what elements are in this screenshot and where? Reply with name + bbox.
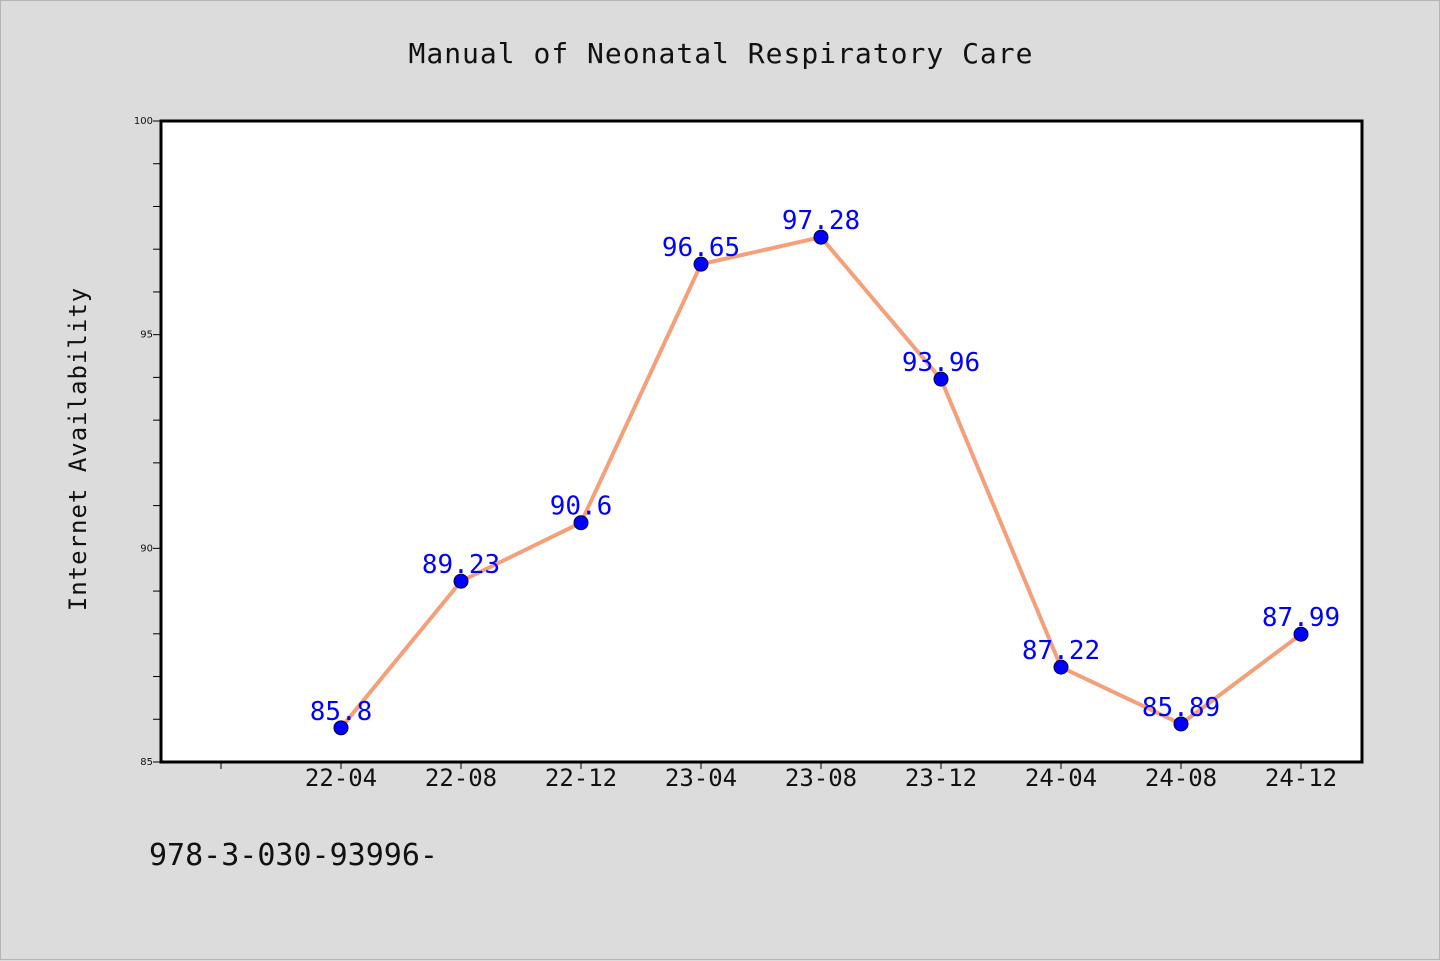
- data-point-marker: [1173, 716, 1189, 732]
- plot-area: [159, 119, 1364, 764]
- data-point-marker: [813, 229, 829, 245]
- x-tick-label: 24-08: [1145, 764, 1217, 792]
- x-tick-label: 23-04: [665, 764, 737, 792]
- chart-title: Manual of Neonatal Respiratory Care: [408, 37, 1033, 70]
- data-point-marker: [693, 256, 709, 272]
- y-axis-label: Internet Availability: [64, 287, 92, 611]
- data-point-marker: [1293, 626, 1309, 642]
- data-point-marker: [1053, 659, 1069, 675]
- data-point-marker: [453, 573, 469, 589]
- x-tick-label: 22-04: [305, 764, 377, 792]
- y-tick-label: 85: [140, 757, 153, 768]
- y-tick-label: 90: [140, 543, 153, 554]
- x-tick-label: 23-12: [905, 764, 977, 792]
- data-point-marker: [333, 720, 349, 736]
- footer-isbn-text: 978-3-030-93996-: [149, 838, 438, 873]
- x-tick-label: 24-04: [1025, 764, 1097, 792]
- y-axis: 85 90 95 100: [134, 116, 160, 768]
- x-tick-label: 22-12: [545, 764, 617, 792]
- data-point-marker: [573, 515, 589, 531]
- x-tick-label: 22-08: [425, 764, 497, 792]
- x-tick-label: 23-08: [785, 764, 857, 792]
- data-point-marker: [933, 371, 949, 387]
- y-tick-label: 100: [134, 116, 153, 127]
- x-axis: 22-04 22-08 22-12 23-04 23-08 23-12 24-04 24-08…: [220, 763, 1337, 792]
- x-tick-label: 24-12: [1265, 764, 1337, 792]
- series-layer: 85.889.2390.696.6597.2893.9687.2285.8987…: [310, 206, 1340, 736]
- y-tick-label: 95: [140, 330, 153, 341]
